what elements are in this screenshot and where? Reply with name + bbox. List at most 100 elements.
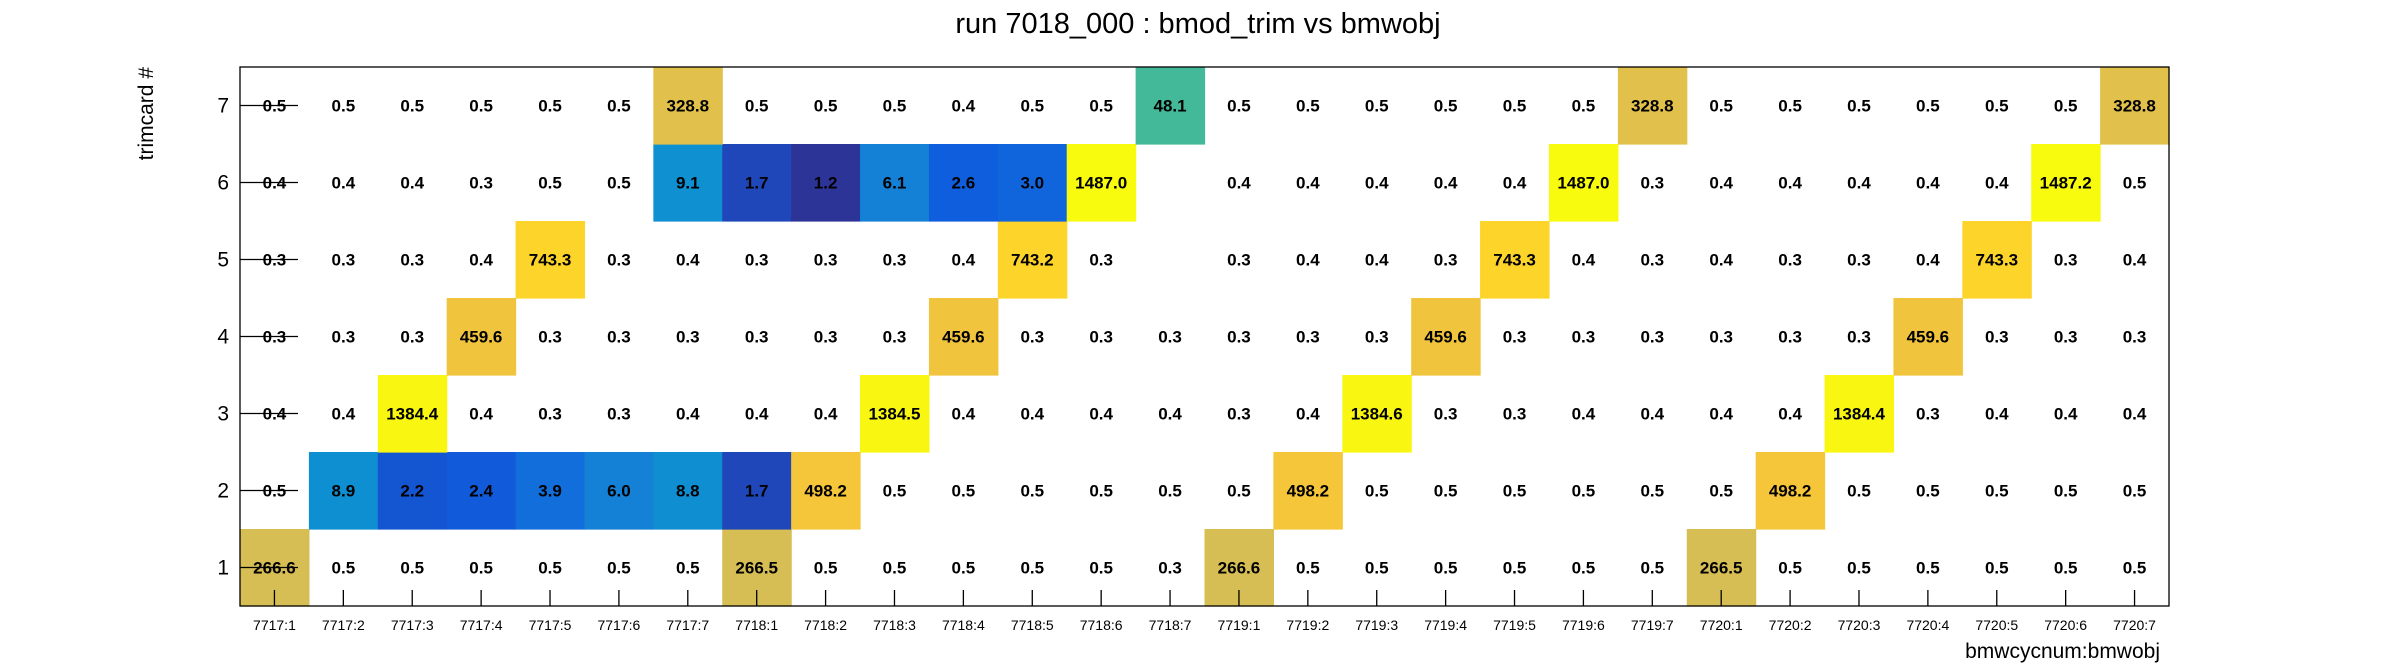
- y-tick-label: 6: [217, 172, 229, 195]
- cell-value-label: 0.5: [2123, 482, 2147, 501]
- cell-value-label: 0.4: [2054, 405, 2078, 424]
- cell-value-label: 0.4: [1778, 405, 1802, 424]
- cell-value-label: 0.3: [1778, 251, 1802, 270]
- cell-value-label: 0.3: [1640, 174, 1664, 193]
- cell-value-label: 1487.0: [1075, 174, 1127, 193]
- cell-value-label: 0.4: [814, 405, 838, 424]
- y-tick-label: 7: [217, 95, 229, 118]
- cell-value-label: 0.4: [1296, 405, 1320, 424]
- cell-value-label: 498.2: [1287, 482, 1330, 501]
- cell-value-label: 0.4: [1916, 174, 1940, 193]
- cell-value-label: 0.4: [1503, 174, 1527, 193]
- cell-value-label: 0.5: [332, 97, 356, 116]
- cell-value-label: 0.4: [1158, 405, 1182, 424]
- cell-value-label: 0.5: [2123, 174, 2147, 193]
- cell-value-label: 0.4: [1709, 251, 1733, 270]
- heatmap-cell: [515, 221, 586, 299]
- cell-value-label: 1.7: [745, 174, 769, 193]
- cell-value-label: 0.3: [1640, 251, 1664, 270]
- heatmap-cell: [928, 298, 999, 376]
- cell-value-label: 266.6: [1218, 559, 1261, 578]
- cell-value-label: 0.5: [1985, 97, 2009, 116]
- cell-value-label: 0.5: [607, 559, 631, 578]
- x-tick-label: 7720:5: [1975, 617, 2018, 633]
- heatmap-cell: [584, 452, 654, 530]
- heatmap-cell: [791, 452, 861, 530]
- cell-value-label: 0.3: [332, 251, 356, 270]
- x-tick-label: 7719:7: [1631, 617, 1674, 633]
- cell-value-label: 0.5: [1778, 97, 1802, 116]
- cell-value-label: 0.3: [1709, 328, 1733, 347]
- cell-value-label: 0.5: [1089, 97, 1113, 116]
- cell-value-label: 0.5: [1985, 559, 2009, 578]
- cell-value-label: 0.3: [400, 251, 424, 270]
- cell-value-label: 0.4: [952, 405, 976, 424]
- x-tick-label: 7720:1: [1700, 617, 1743, 633]
- cell-value-label: 743.3: [1493, 251, 1536, 270]
- heatmap-cell: [653, 144, 723, 222]
- heatmap-cell: [2100, 67, 2170, 145]
- heatmap-cell: [377, 375, 448, 453]
- cell-value-label: 0.5: [1572, 97, 1596, 116]
- heatmap-cell: [1273, 452, 1343, 530]
- cell-value-label: 1.2: [814, 174, 838, 193]
- cell-value-label: 8.8: [676, 482, 700, 501]
- cell-value-label: 0.5: [1847, 482, 1871, 501]
- cell-value-label: 1384.4: [386, 405, 439, 424]
- cell-value-label: 0.3: [607, 251, 631, 270]
- x-tick-label: 7717:2: [322, 617, 365, 633]
- x-tick-label: 7717:1: [253, 617, 296, 633]
- x-tick-label: 7718:2: [804, 617, 847, 633]
- cell-value-label: 0.3: [2123, 328, 2147, 347]
- cell-value-label: 2.6: [952, 174, 976, 193]
- cell-value-label: 0.5: [1020, 482, 1044, 501]
- cell-value-label: 0.5: [400, 559, 424, 578]
- cell-value-label: 0.3: [607, 328, 631, 347]
- cell-value-label: 0.5: [1916, 482, 1940, 501]
- cell-value-label: 0.4: [952, 97, 976, 116]
- cell-value-label: 0.3: [1503, 328, 1527, 347]
- y-axis-title: trimcard #: [135, 67, 158, 161]
- cell-value-label: 0.4: [1365, 174, 1389, 193]
- cell-value-label: 0.5: [952, 482, 976, 501]
- cell-value-label: 0.5: [538, 174, 562, 193]
- heatmap-cell: [860, 144, 930, 222]
- cell-value-label: 0.3: [745, 328, 769, 347]
- cell-value-label: 0.3: [2054, 328, 2078, 347]
- x-tick-label: 7717:6: [597, 617, 640, 633]
- cell-value-label: 0.3: [1847, 328, 1871, 347]
- cell-value-label: 0.5: [1916, 559, 1940, 578]
- cell-value-label: 2.4: [469, 482, 493, 501]
- cell-value-label: 0.3: [1227, 251, 1251, 270]
- cell-value-label: 0.3: [1365, 328, 1389, 347]
- x-tick-label: 7719:3: [1355, 617, 1398, 633]
- heatmap-cell: [1893, 298, 1963, 376]
- x-tick-label: 7718:7: [1149, 617, 1192, 633]
- cell-value-label: 0.5: [1640, 559, 1664, 578]
- cell-value-label: 0.4: [676, 405, 700, 424]
- cell-value-label: 0.3: [814, 328, 838, 347]
- heatmap-cell: [722, 144, 792, 222]
- cell-value-label: 0.4: [1640, 405, 1664, 424]
- cell-value-label: 0.5: [883, 559, 907, 578]
- x-tick-label: 7718:1: [735, 617, 778, 633]
- cell-value-label: 0.5: [2054, 97, 2078, 116]
- x-tick-label: 7720:7: [2113, 617, 2156, 633]
- heatmap-cell: [1548, 144, 1619, 222]
- cell-value-label: 6.0: [607, 482, 631, 501]
- cell-value-label: 0.3: [332, 328, 356, 347]
- cell-value-label: 0.5: [332, 559, 356, 578]
- cell-value-label: 0.3: [1089, 251, 1113, 270]
- cell-value-label: 0.4: [1847, 174, 1871, 193]
- cell-value-label: 459.6: [1424, 328, 1467, 347]
- cell-value-label: 0.5: [1365, 482, 1389, 501]
- y-tick-label: 5: [217, 249, 229, 272]
- cell-value-label: 2.2: [400, 482, 424, 501]
- x-tick-label: 7718:5: [1011, 617, 1054, 633]
- cell-value-label: 0.3: [1503, 405, 1527, 424]
- cell-value-label: 0.5: [1640, 482, 1664, 501]
- cell-value-label: 0.5: [1434, 559, 1458, 578]
- cell-value-label: 328.8: [2113, 97, 2156, 116]
- cell-value-label: 1.7: [745, 482, 769, 501]
